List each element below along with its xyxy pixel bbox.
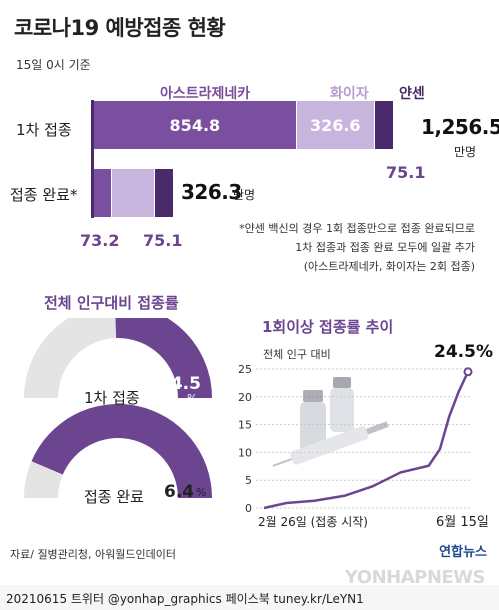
trend-start-label: 2월 26일 (접종 시작) [258, 515, 368, 529]
footnote-line-2: 1차 접종과 접종 완료 모두에 일괄 추가 [295, 241, 475, 254]
y-tick-label: 20 [238, 391, 252, 404]
trend-end-date-label: 6월 15일 [436, 515, 489, 530]
bottom-strip [0, 585, 499, 610]
donut-complete-pct: % [196, 486, 207, 499]
y-tick-label: 15 [238, 419, 252, 432]
donut-complete-value: 6.4 [164, 482, 195, 502]
vial-icon-2 [330, 388, 354, 432]
donut-first-value: 24.5 [159, 374, 201, 394]
syringe-icon [272, 421, 389, 467]
trend-line [263, 371, 470, 510]
vaccine-illustration [272, 377, 389, 467]
bar-segment [155, 169, 173, 217]
donut-complete-label: 접종 완료 [84, 488, 144, 506]
page-title: 코로나19 예방접종 현황 [14, 16, 226, 40]
donut-first-fill [115, 318, 212, 398]
az-complete-label: 73.2 [80, 231, 120, 250]
total-complete-unit: 만명 [233, 188, 256, 202]
vial-icon [300, 402, 326, 452]
line-chart: 0 5 10 15 20 25 [238, 363, 473, 515]
bar-segment: 326.6 [296, 101, 374, 149]
bar-segment [374, 101, 393, 149]
watermark: YONHAPNEWS [344, 567, 486, 588]
janssen-complete-label: 75.1 [143, 231, 183, 250]
source-note: 자료/ 질병관리청, 아워월드인데이터 [10, 548, 176, 561]
footnote-line-3: (아스트라제네카, 화이자는 2회 접종) [303, 260, 475, 273]
y-tick-label: 5 [245, 474, 252, 487]
row-label-complete: 접종 완료* [10, 186, 78, 204]
bottom-credit: 20210615 트위터 @yonhap_graphics 페이스북 tuney… [6, 592, 364, 606]
y-tick-label: 10 [238, 446, 252, 459]
trend-ylabel: 전체 인구 대비 [263, 348, 331, 361]
vial-cap-icon-2 [333, 377, 351, 388]
y-tick-label: 0 [245, 502, 252, 515]
bar-segment [112, 169, 155, 217]
donut-complete-fill [31, 403, 213, 498]
trend-end-value: 24.5% [434, 342, 493, 362]
legend-astrazeneca: 아스트라제네카 [160, 86, 251, 102]
brand-logo: 연합뉴스 [439, 545, 487, 560]
donut-charts [24, 318, 213, 498]
total-first: 1,256.5 [421, 115, 499, 139]
donut-first-label: 1차 접종 [84, 389, 140, 407]
line-chart-grid: 0 5 10 15 20 25 [238, 363, 470, 515]
donut-first-pct: % [187, 392, 198, 405]
legend-janssen: 얀센 [399, 86, 425, 102]
bar-segment [94, 169, 112, 217]
row-label-first: 1차 접종 [16, 121, 72, 139]
vial-cap-icon [303, 390, 323, 402]
date-caption: 15일 0시 기준 [16, 58, 91, 72]
bar-axis [91, 100, 94, 218]
total-complete: 326.3 [181, 180, 242, 204]
y-tick-label: 25 [238, 363, 252, 376]
trend-section-title: 1회이상 접종률 추이 [262, 318, 394, 336]
legend-pfizer: 화이자 [330, 86, 369, 102]
footnote-line-1: *얀센 백신의 경우 1회 접종만으로 접종 완료되므로 [239, 222, 475, 235]
trend-end-point [463, 367, 473, 377]
total-first-unit: 만명 [454, 145, 477, 159]
bar-segment: 854.8 [94, 101, 296, 149]
janssen-first-label: 75.1 [386, 163, 426, 182]
donut-section-title: 전체 인구대비 접종률 [44, 294, 179, 312]
